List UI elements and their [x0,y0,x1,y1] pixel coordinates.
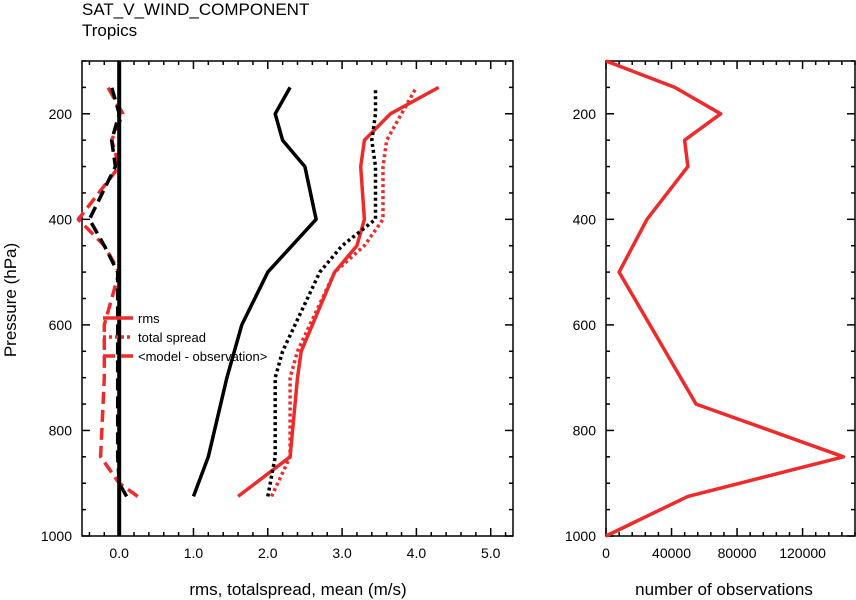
y-tick-label: 1000 [41,528,72,544]
x-tick-label: 1.0 [184,545,204,561]
left-panel: 200 400 600 800 1000 0.0 1.0 2.0 3.0 4.0 5.0 rms tot… [41,60,514,561]
legend-label: <model - observation> [138,349,267,364]
legend-label: total spread [138,330,206,345]
series-line-0-4 [266,87,378,497]
y-tick-label: 600 [49,317,73,333]
x-tick-label: 0.0 [109,545,129,561]
y-tick-label: 400 [573,211,597,227]
y-tick-label: 800 [573,422,597,438]
y-tick-label: 800 [49,422,73,438]
y-tick-label: 400 [49,211,73,227]
plot-frame-0 [81,60,514,537]
x-tick-label: 40000 [652,545,691,561]
x-tick-label: 120000 [779,545,826,561]
x-tick-label: 2.0 [258,545,278,561]
x-axis-label-left: rms, totalspread, mean (m/s) [189,580,406,599]
x-tick-label: 80000 [718,545,757,561]
series-line-total-spread [269,86,418,498]
series-line-0-3 [191,86,318,498]
legend-label: rms [138,311,160,326]
x-tick-label: 5.0 [481,545,501,561]
chart-title: SAT_V_WIND_COMPONENT [82,0,310,19]
x-tick-label: 4.0 [407,545,427,561]
x-axis-label-right: number of observations [635,580,813,599]
chart-subtitle: Tropics [82,21,138,40]
right-panel: 200 400 600 800 1000 0 40000 80000 120000 [565,59,856,561]
y-tick-label: 200 [49,106,73,122]
y-tick-label: 200 [573,106,597,122]
y-axis-label: Pressure (hPa) [1,243,20,357]
series-line--model-observation- [76,86,139,498]
y-tick-label: 1000 [565,528,596,544]
series-line-1-0 [605,59,846,538]
x-tick-label: 0 [602,545,610,561]
y-tick-label: 600 [573,317,597,333]
x-tick-label: 3.0 [332,545,352,561]
series-line-rms [237,85,440,498]
